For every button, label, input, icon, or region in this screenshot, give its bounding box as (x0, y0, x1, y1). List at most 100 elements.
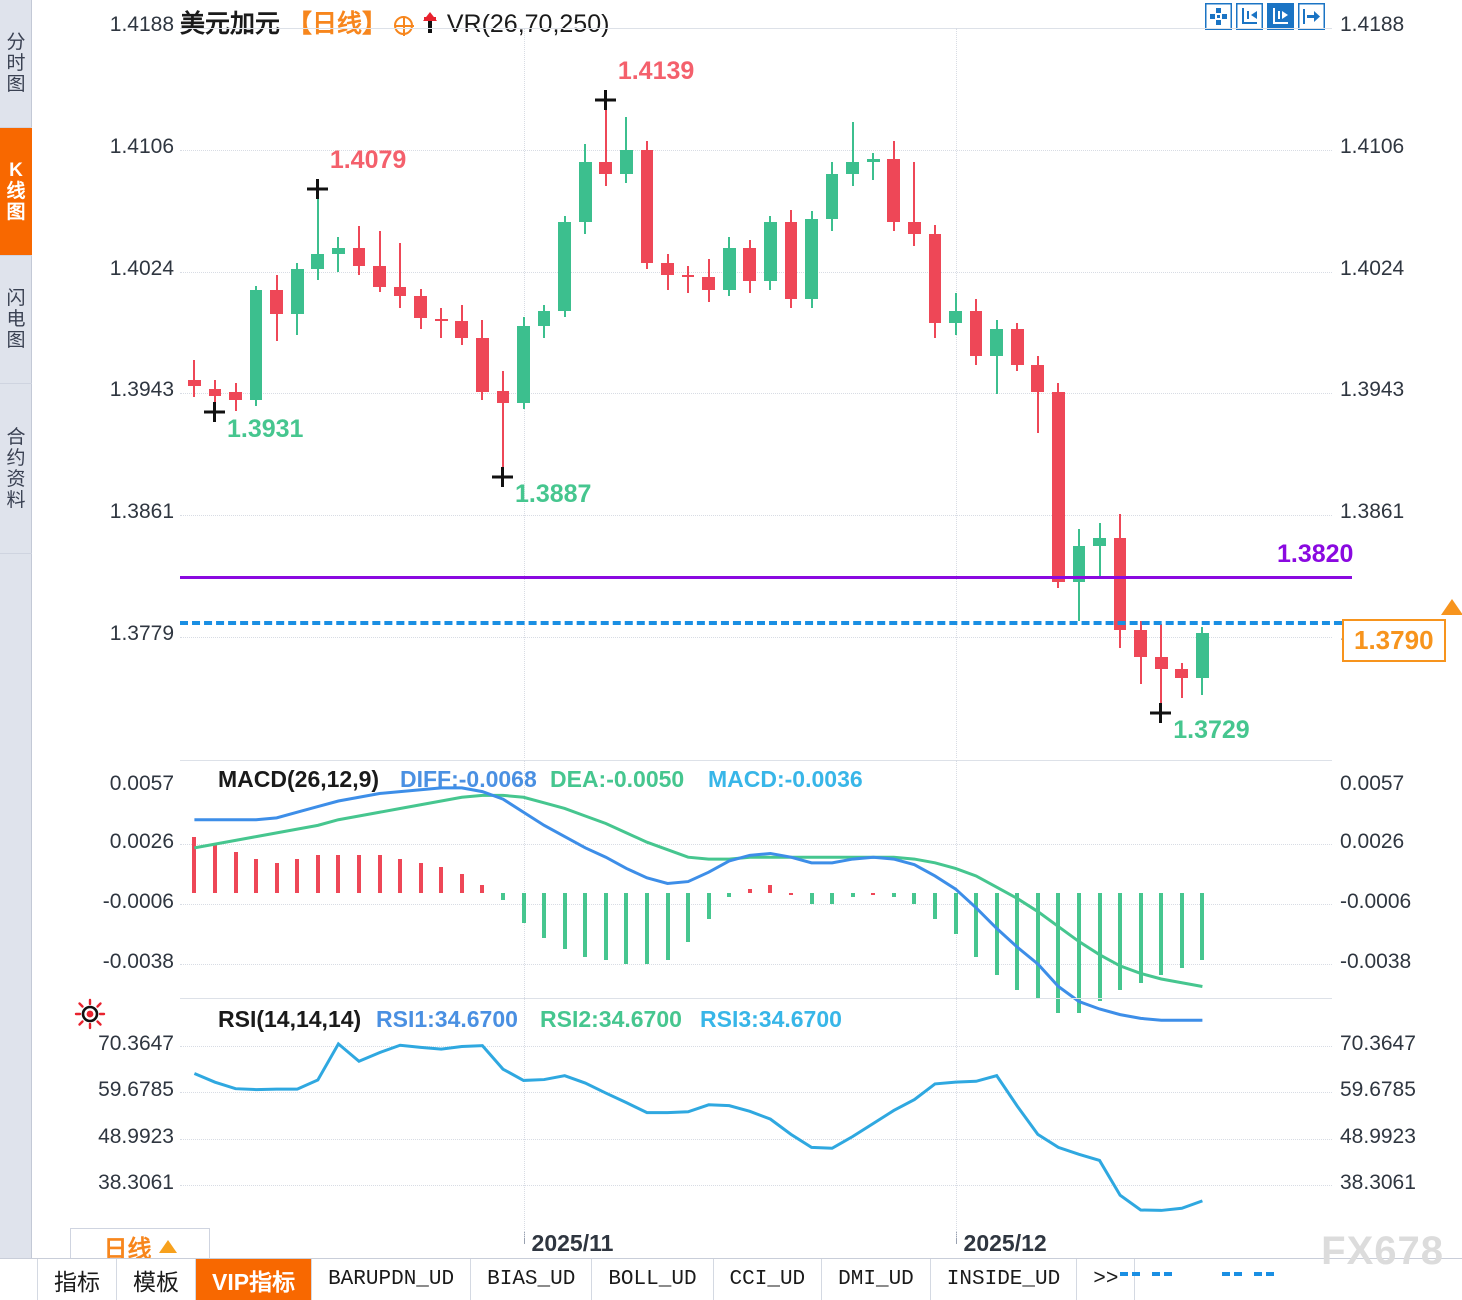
toolbar-item-cci-ud[interactable]: CCI_UD (714, 1259, 823, 1300)
candlestick[interactable] (1154, 623, 1168, 712)
expand-icon[interactable] (1298, 3, 1325, 30)
brightness-sun-icon[interactable] (74, 998, 106, 1030)
sidebar-item-lightning[interactable]: 闪电图 (0, 256, 32, 384)
candlestick[interactable] (640, 141, 654, 270)
price-gridline (180, 393, 1332, 394)
candlestick[interactable] (969, 299, 983, 365)
candlestick[interactable] (1196, 626, 1209, 696)
candle-wick (1036, 355, 1039, 434)
toolbar-item-barupdn-ud[interactable]: BARUPDN_UD (312, 1259, 472, 1300)
candlestick[interactable] (332, 236, 345, 273)
candlestick[interactable] (1031, 355, 1045, 434)
sidebar-item-char: 分 (6, 32, 26, 53)
toolbar-item-[interactable]: >> (1077, 1259, 1136, 1300)
candlestick[interactable] (784, 209, 798, 309)
candlestick[interactable] (290, 263, 304, 335)
zoom-in-icon[interactable] (1267, 3, 1294, 30)
chart-toolbar[interactable] (1205, 3, 1325, 30)
candlestick[interactable] (393, 242, 407, 309)
candlestick[interactable] (722, 236, 736, 297)
candlestick[interactable] (558, 215, 572, 317)
toolbar-item-inside-ud[interactable]: INSIDE_UD (931, 1259, 1078, 1300)
candle-wick (851, 121, 854, 186)
price-axis-tick-right: 1.3943 (1340, 378, 1405, 401)
toolbar-item-vip[interactable]: VIP指标 (196, 1259, 313, 1300)
current-price-box[interactable]: 1.3790 (1342, 618, 1446, 662)
candlestick[interactable] (1010, 322, 1024, 371)
candlestick[interactable] (373, 230, 386, 292)
candlestick[interactable] (496, 370, 510, 477)
candlestick[interactable] (270, 275, 284, 341)
candlestick[interactable] (1093, 522, 1106, 580)
sidebar-item-timeshare[interactable]: 分时图 (0, 0, 32, 128)
candlestick[interactable] (1134, 620, 1148, 684)
candlestick[interactable] (908, 162, 921, 246)
candlestick[interactable] (866, 153, 880, 180)
candle-wick (1180, 662, 1183, 699)
candle-body (887, 159, 901, 222)
sidebar-item-contract-info[interactable]: 合约资料 (0, 384, 32, 554)
candlestick[interactable] (1052, 382, 1065, 589)
candlestick[interactable] (990, 320, 1004, 395)
rsi-axis-tick-left: 70.3647 (98, 1031, 174, 1055)
candlestick[interactable] (702, 258, 716, 303)
candlestick[interactable] (434, 308, 448, 338)
candlestick[interactable] (764, 215, 777, 291)
candlestick[interactable] (352, 226, 366, 276)
candlestick[interactable] (414, 288, 428, 329)
candlestick[interactable] (928, 224, 942, 338)
crosshair-target-icon[interactable] (393, 16, 414, 36)
toolbar-dash-marker (1152, 1272, 1172, 1276)
rsi-month-gridline (955, 998, 957, 1238)
macd-histogram-bar (624, 892, 629, 964)
sidebar-item-char: 电 (6, 309, 26, 330)
macd-histogram-bar (1035, 892, 1040, 998)
toolbar-item-bias-ud[interactable]: BIAS_UD (471, 1259, 593, 1300)
toolbar-item-[interactable]: 指标 (38, 1259, 117, 1300)
candlestick[interactable] (620, 117, 633, 183)
rsi-axis-tick-right: 48.9923 (1340, 1124, 1416, 1148)
candlestick[interactable] (188, 360, 201, 398)
crosshair-icon[interactable] (1205, 3, 1232, 30)
candlestick[interactable] (1072, 528, 1086, 621)
candlestick[interactable] (517, 317, 530, 410)
candlestick[interactable] (1175, 662, 1189, 699)
candlestick[interactable] (599, 101, 613, 186)
candlestick[interactable] (578, 144, 592, 234)
candlestick[interactable] (1113, 513, 1127, 648)
toolbar-item-dmi-ud[interactable]: DMI_UD (822, 1259, 931, 1300)
toolbar-item-boll-ud[interactable]: BOLL_UD (592, 1259, 714, 1300)
rsi-panel[interactable] (180, 1000, 1332, 1236)
candlestick[interactable] (229, 382, 242, 411)
candlestick[interactable] (949, 293, 962, 335)
bottom-toolbar[interactable]: 指标 模板 VIP指标 BARUPDN_UD BIAS_UD BOLL_UD CCI_UD D… (0, 1258, 1462, 1300)
candlestick[interactable] (887, 141, 901, 231)
rsi-axis-tick-left: 48.9923 (98, 1124, 174, 1148)
candle-wick (687, 266, 690, 294)
candlestick[interactable] (681, 266, 695, 294)
candlestick[interactable] (661, 254, 674, 291)
candlestick[interactable] (825, 162, 839, 231)
rsi2-label: RSI2:34.6700 (540, 1006, 682, 1032)
candlestick[interactable] (311, 190, 325, 280)
annotation-price-label: 1.3729 (1173, 715, 1250, 744)
candle-body (825, 173, 839, 219)
chart-area[interactable]: 美元加元 【日线】 VR(26,70,250) (32, 0, 1462, 1264)
candlestick[interactable] (743, 239, 757, 294)
candle-wick (604, 101, 607, 186)
rsi1-label: RSI1:34.6700 (376, 1006, 518, 1032)
zoom-fit-icon[interactable] (1236, 3, 1263, 30)
candle-wick (337, 236, 340, 273)
macd-histogram-bar (994, 892, 999, 976)
candlestick[interactable] (846, 121, 860, 186)
candlestick[interactable] (208, 379, 222, 411)
candlestick[interactable] (805, 211, 818, 309)
toolbar-item-[interactable]: 模板 (117, 1259, 196, 1300)
macd-axis-tick-right: 0.0057 (1340, 772, 1405, 795)
candlestick[interactable] (476, 320, 489, 401)
candlestick[interactable] (455, 305, 469, 346)
candle-body (270, 290, 284, 315)
candlestick[interactable] (249, 285, 263, 407)
candlestick[interactable] (537, 305, 551, 338)
